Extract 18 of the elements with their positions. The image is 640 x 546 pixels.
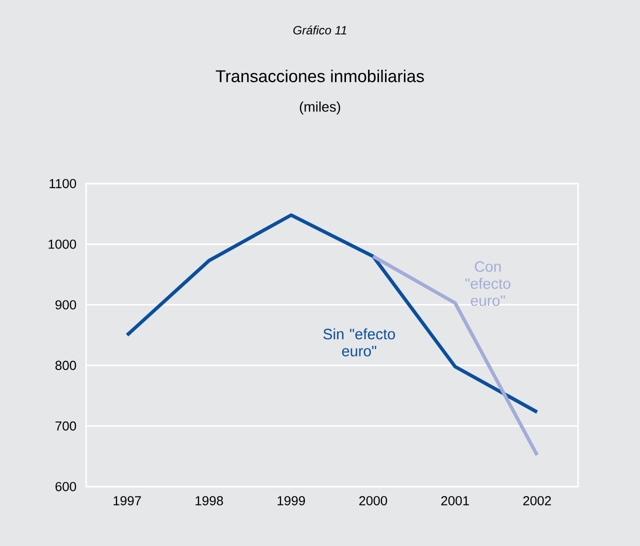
x-tick-label: 1997 [114,496,141,506]
y-tick-label: 1000 [48,240,76,249]
series-label: Con "efecto euro" [465,261,510,306]
x-tick-label: 1998 [196,496,223,506]
y-tick-label: 900 [55,300,76,310]
y-tick-label: 600 [56,482,76,492]
x-tick-label: 1999 [278,496,305,506]
y-tick-label: 800 [55,360,76,370]
series-label: Sin "efecto euro" [323,328,395,356]
x-tick-label: 2002 [523,496,551,506]
text: Gráfico 11 [293,26,346,34]
y-tick-label: 700 [56,421,76,431]
y-tick-label: 1100 [50,179,76,188]
chart-subtitle: (miles) [300,101,340,115]
x-tick-label: 2000 [359,496,388,506]
line-series [125,213,539,414]
chart-title: Transacciones inmobiliarias [216,70,424,82]
x-tick-label: 2001 [441,496,469,506]
